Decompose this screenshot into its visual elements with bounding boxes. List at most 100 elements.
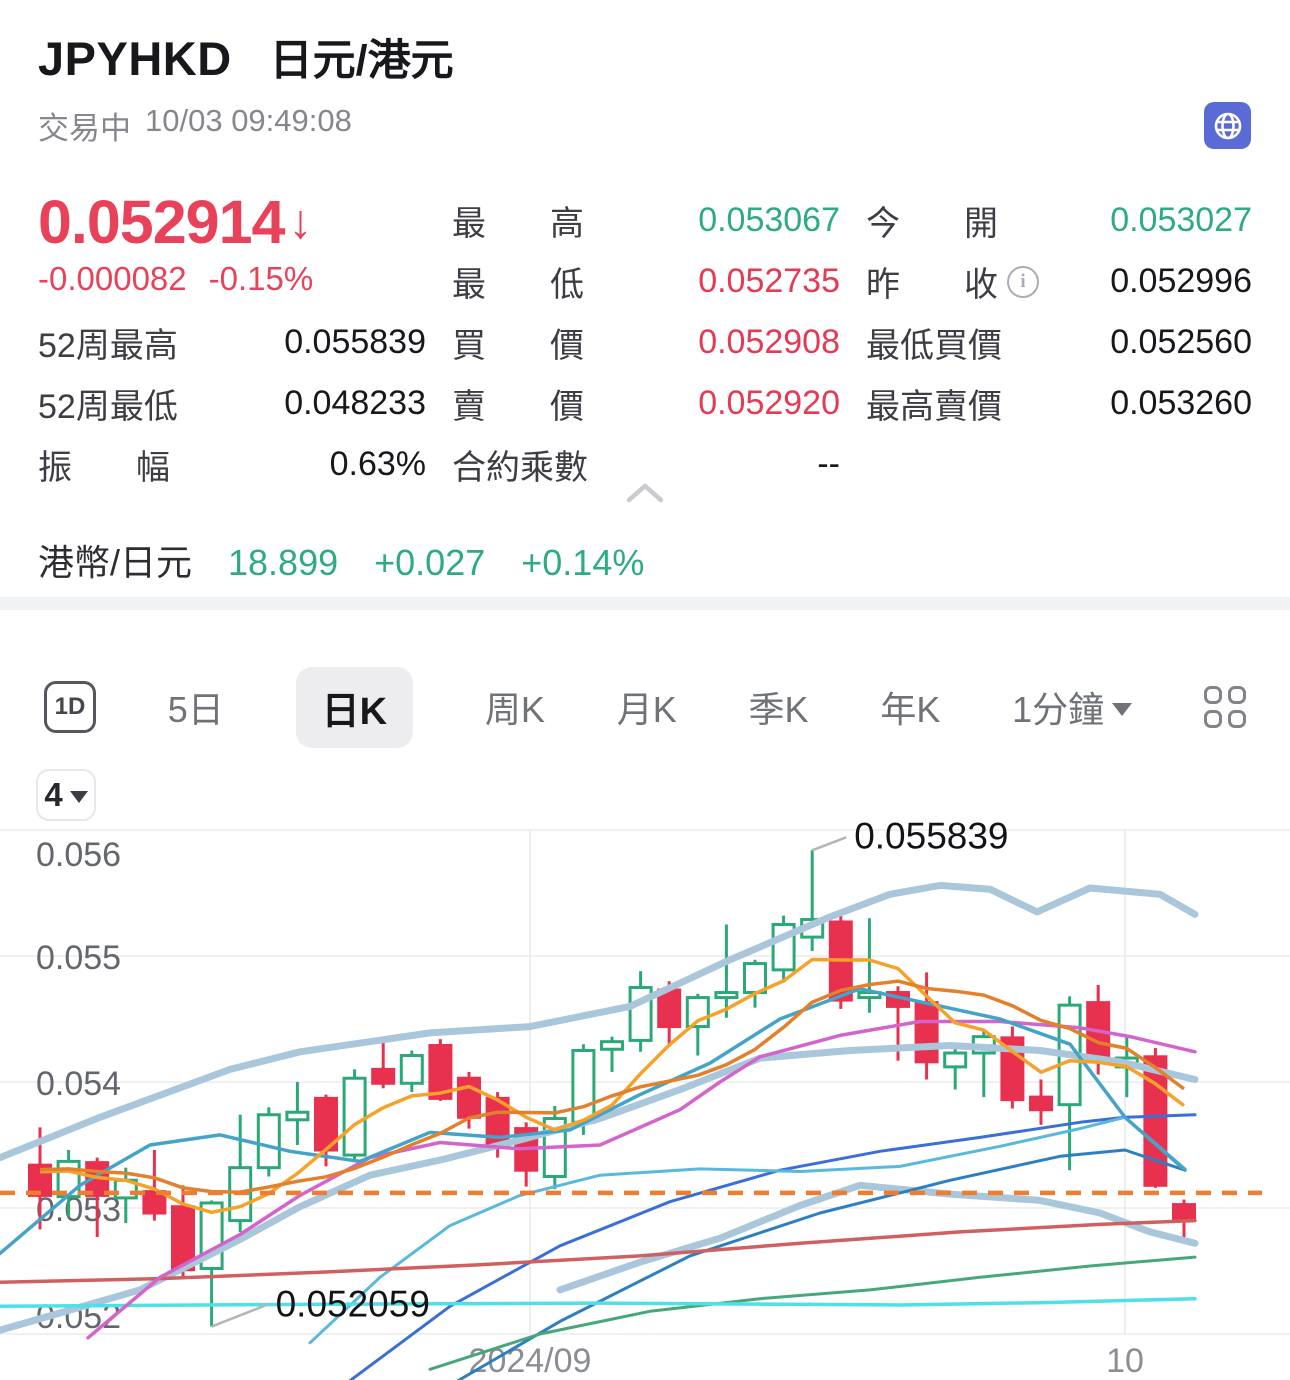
candle-down bbox=[142, 1190, 167, 1215]
quote-timestamp: 10/03 09:49:08 bbox=[145, 103, 352, 138]
tab-label: 季K bbox=[748, 689, 809, 730]
price-change-row: -0.000082 -0.15% bbox=[38, 260, 426, 298]
stat-row: 振幅 0.63% bbox=[38, 434, 426, 495]
stat-row: 最高 0.053067 bbox=[452, 190, 840, 251]
overlay-ma-green bbox=[428, 1255, 1197, 1371]
annotation-callout bbox=[211, 1303, 269, 1328]
tab-1d[interactable]: 1D bbox=[44, 681, 96, 733]
stat-row: 昨收 i 0.052996 bbox=[866, 251, 1252, 312]
candle-down bbox=[1172, 1203, 1196, 1221]
tab-weekly-k[interactable]: 周K bbox=[485, 681, 545, 733]
tab-daily-k[interactable]: 日K bbox=[295, 666, 414, 748]
x-axis-label: 10 bbox=[1106, 1342, 1144, 1380]
stat-label: 52周最高 bbox=[38, 327, 178, 365]
stat-value: 0.055839 bbox=[284, 323, 426, 361]
overlay-ma-sky-blue bbox=[308, 1115, 1187, 1345]
trading-status: 交易中 10/03 09:49:08 bbox=[38, 103, 352, 148]
stat-row: 賣價 0.052920 bbox=[452, 373, 840, 434]
stat-row: 合約乘數 -- bbox=[452, 434, 840, 495]
y-axis-label: 0.056 bbox=[36, 836, 121, 874]
stat-value: -- bbox=[817, 445, 840, 483]
overlay-MA10 bbox=[39, 979, 1186, 1194]
stat-value: 0.053260 bbox=[1110, 384, 1252, 422]
overlay-ma-teal-blue bbox=[0, 987, 1187, 1256]
overlay-MA5 bbox=[39, 957, 1186, 1215]
candle-up bbox=[600, 1040, 624, 1051]
candle-up bbox=[743, 962, 767, 995]
stat-value: 0.048233 bbox=[284, 384, 426, 422]
indicator-count: 4 bbox=[44, 776, 63, 813]
stat-label: 振幅 bbox=[38, 449, 170, 487]
last-price-block: 0.052914 ↓ -0.000082 -0.15% bbox=[38, 190, 426, 312]
region-globe-button[interactable] bbox=[1204, 102, 1251, 149]
status-text: 交易中 bbox=[38, 111, 131, 146]
stat-row: 最低 0.052735 bbox=[452, 251, 840, 312]
overlay-ma-magenta bbox=[86, 1019, 1197, 1340]
stat-value: 0.052996 bbox=[1110, 262, 1252, 300]
section-divider bbox=[0, 597, 1290, 610]
candle-down bbox=[371, 1067, 396, 1085]
y-axis-label: 0.054 bbox=[36, 1065, 121, 1103]
info-icon[interactable]: i bbox=[1007, 265, 1039, 298]
x-axis-label: 2024/09 bbox=[469, 1342, 592, 1380]
grid-layout-icon[interactable] bbox=[1203, 686, 1246, 728]
stat-row: 最低買價 0.052560 bbox=[866, 312, 1252, 373]
stat-value: 0.052908 bbox=[698, 323, 840, 361]
stat-label: 最高 bbox=[452, 205, 584, 243]
stat-row: 最高賣價 0.053260 bbox=[866, 373, 1252, 434]
tab-label: 1分鐘 bbox=[1012, 689, 1105, 730]
candle-up bbox=[943, 1051, 968, 1069]
caret-down-icon bbox=[1112, 702, 1133, 716]
stat-value: 0.052920 bbox=[698, 384, 840, 422]
tab-1-minute[interactable]: 1分鐘 bbox=[1012, 681, 1133, 733]
stat-row: 今開 0.053027 bbox=[866, 190, 1252, 251]
stat-value: 0.052560 bbox=[1110, 323, 1252, 361]
candle-up bbox=[714, 991, 739, 1000]
collapse-panel-button[interactable] bbox=[621, 476, 669, 510]
stat-value: 0.053027 bbox=[1110, 201, 1252, 239]
tab-yearly-k[interactable]: 年K bbox=[880, 681, 940, 733]
tab-monthly-k[interactable]: 月K bbox=[617, 681, 677, 733]
chevron-up-icon bbox=[626, 483, 664, 503]
stat-row: 52周最低 0.048233 bbox=[38, 373, 426, 434]
tab-quarterly-k[interactable]: 季K bbox=[749, 681, 809, 733]
globe-icon bbox=[1214, 112, 1241, 139]
annotation-high: 0.055839 bbox=[854, 820, 1008, 856]
fx-change-pct: +0.14% bbox=[521, 542, 645, 583]
period-tabbar: 1D 5日 日K 周K 月K 季K 年K 1分鐘 bbox=[0, 660, 1290, 754]
stat-label: 52周最低 bbox=[38, 388, 178, 426]
fx-change: +0.027 bbox=[374, 542, 486, 583]
stat-label: 最低 bbox=[452, 266, 584, 304]
candle-up bbox=[399, 1054, 424, 1085]
candle-down bbox=[914, 1001, 939, 1064]
symbol-code: JPYHKD bbox=[38, 32, 232, 85]
tab-label: 年K bbox=[880, 689, 941, 730]
stat-value: 0.053067 bbox=[698, 201, 840, 239]
stat-row: 52周最高 0.055839 bbox=[38, 312, 426, 373]
overlay-ma-cyan bbox=[0, 1296, 1197, 1309]
y-axis-label: 0.055 bbox=[36, 939, 121, 977]
last-price: 0.052914 bbox=[38, 188, 285, 256]
candle-up bbox=[256, 1113, 281, 1170]
fx-pair-label: 港幣/日元 bbox=[38, 542, 193, 583]
candle-down bbox=[457, 1076, 481, 1119]
candle-down bbox=[1143, 1055, 1168, 1187]
related-fx-row[interactable]: 港幣/日元 18.899 +0.027 +0.14% bbox=[38, 534, 644, 586]
stat-label: 今開 bbox=[866, 205, 998, 243]
stat-value: 0.052735 bbox=[698, 262, 840, 300]
price-down-arrow-icon: ↓ bbox=[288, 195, 313, 249]
caret-down-icon bbox=[69, 790, 88, 803]
tab-label: 周K bbox=[484, 689, 545, 730]
page-title: JPYHKD 日元/港元 bbox=[38, 26, 454, 88]
price-change-pct: -0.15% bbox=[208, 260, 314, 297]
stat-label: 買價 bbox=[452, 327, 584, 365]
stat-row: 買價 0.052908 bbox=[452, 312, 840, 373]
tab-5-day[interactable]: 5日 bbox=[168, 681, 224, 733]
candle-up bbox=[571, 1049, 596, 1124]
stat-value: 0.63% bbox=[329, 445, 426, 483]
candle-up bbox=[342, 1076, 367, 1157]
symbol-name: 日元/港元 bbox=[269, 37, 454, 85]
indicator-count-dropdown[interactable]: 4 bbox=[36, 769, 96, 821]
stat-label: 最高賣價 bbox=[866, 388, 1002, 426]
